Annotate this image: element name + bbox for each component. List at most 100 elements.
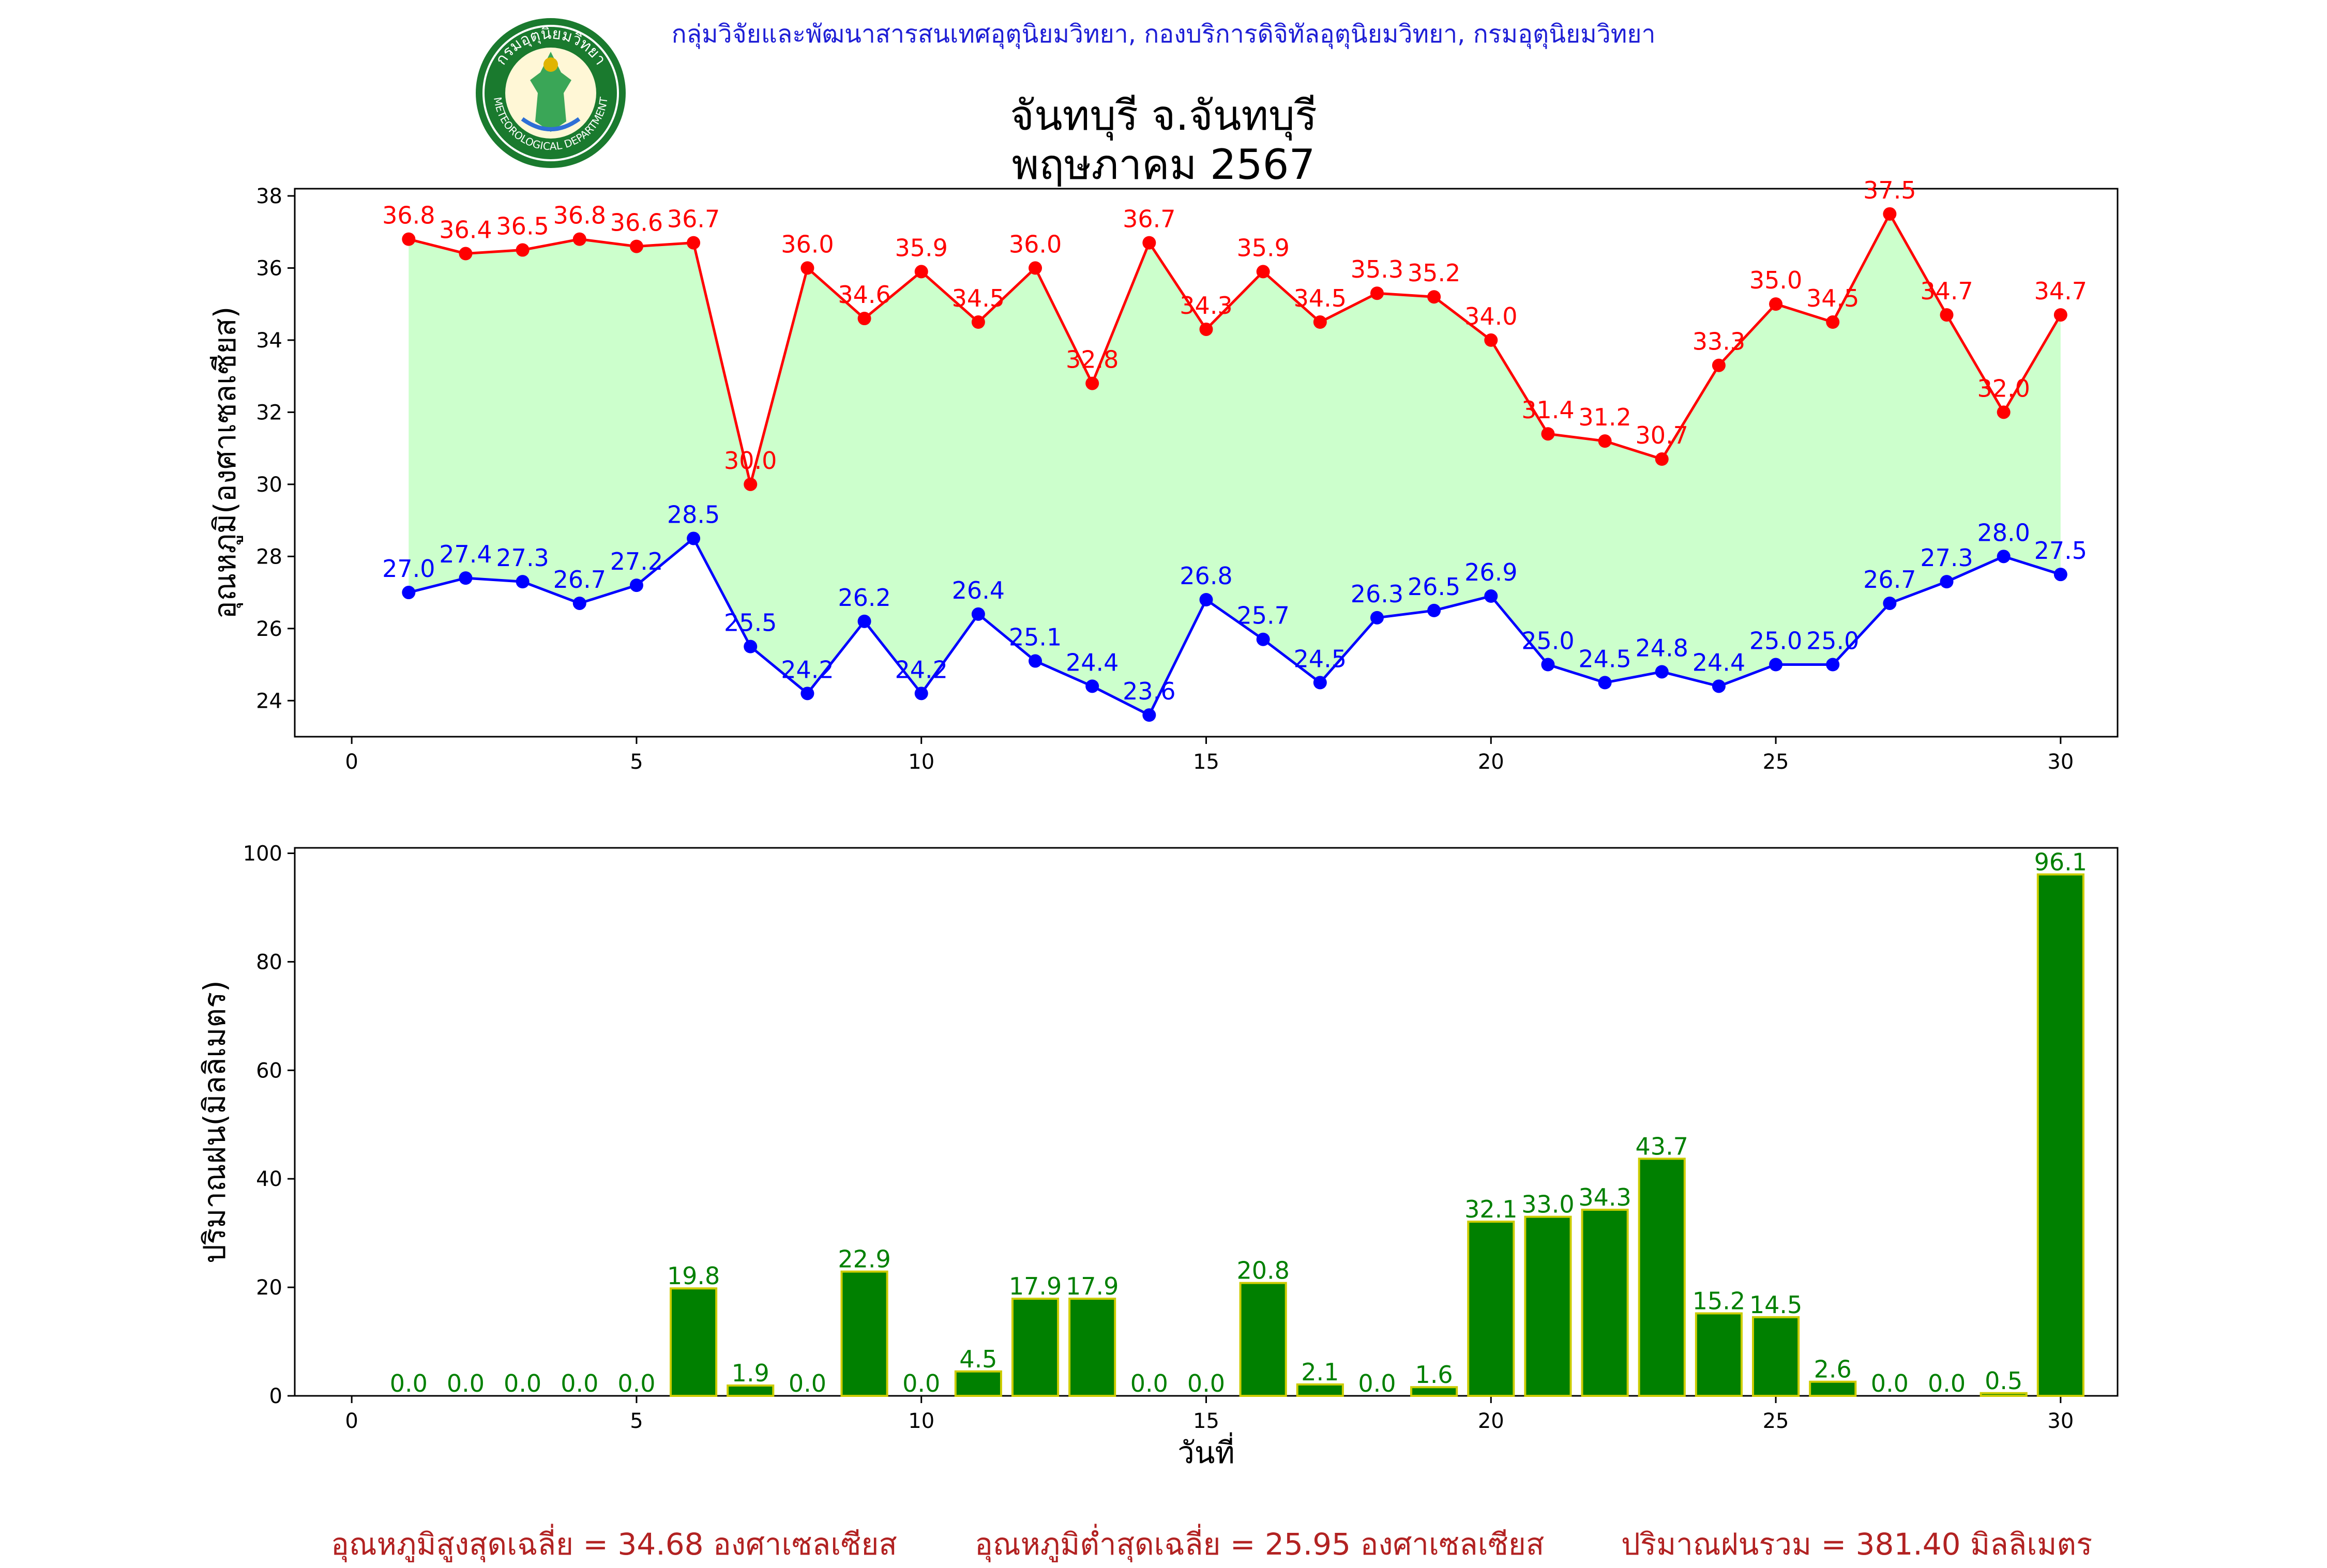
- min-temp-data-label: 28.5: [667, 500, 720, 528]
- max-temp-point: [1029, 261, 1042, 275]
- temp-y-tick-label: 36: [256, 256, 282, 280]
- rain-x-tick-label: 25: [1763, 1409, 1789, 1433]
- min-temp-data-label: 25.5: [724, 609, 777, 637]
- rain-x-tick-label: 30: [2047, 1409, 2074, 1433]
- rainfall-data-label: 0.0: [447, 1369, 485, 1397]
- min-temp-point: [1085, 679, 1099, 693]
- max-temp-data-label: 34.3: [1180, 292, 1232, 319]
- min-temp-data-label: 25.0: [1521, 627, 1574, 655]
- temp-y-tick-label: 38: [256, 185, 282, 208]
- max-temp-data-label: 32.0: [1977, 374, 2030, 402]
- rainfall-data-label: 0.0: [617, 1369, 655, 1397]
- rainfall-bar: [1467, 1221, 1515, 1397]
- rainfall-bar: [1695, 1312, 1743, 1397]
- min-temp-data-label: 25.7: [1236, 602, 1289, 630]
- temp-x-tick-label: 25: [1763, 750, 1789, 774]
- total-rainfall: ปริมาณฝนรวม = 381.40 มิลลิเมตร: [1621, 1527, 2093, 1562]
- min-temp-point: [1370, 611, 1384, 625]
- max-temp-data-label: 34.7: [2034, 277, 2087, 305]
- max-temp-point: [572, 232, 586, 246]
- min-temp-point: [971, 607, 985, 621]
- rainfall-data-label: 32.1: [1464, 1195, 1517, 1223]
- rainfall-bar: [727, 1384, 775, 1397]
- min-temp-point: [687, 531, 701, 545]
- temp-y-tick-label: 30: [256, 473, 282, 497]
- min-temp-data-label: 26.8: [1180, 562, 1232, 590]
- average-max-temperature: อุณหภูมิสูงสุดเฉลี่ย = 34.68 องศาเซลเซีย…: [331, 1527, 897, 1562]
- rainfall-bar: [954, 1370, 1002, 1397]
- min-temp-point: [2053, 568, 2067, 582]
- max-temp-point: [1769, 297, 1783, 311]
- min-temp-point: [1427, 603, 1441, 617]
- temp-y-tick-label: 26: [256, 617, 282, 641]
- max-temp-point: [2053, 308, 2067, 322]
- rainfall-data-label: 17.9: [1066, 1272, 1119, 1300]
- rainfall-bar: [1524, 1215, 1572, 1397]
- max-temp-data-label: 35.3: [1351, 255, 1403, 283]
- min-temp-point: [1029, 654, 1042, 668]
- rainfall-bar: [1581, 1209, 1629, 1397]
- max-temp-data-label: 36.0: [781, 230, 834, 258]
- rainfall-data-label: 34.3: [1578, 1183, 1631, 1211]
- min-temp-point: [1313, 676, 1327, 690]
- temp-x-tick-label: 15: [1193, 750, 1219, 774]
- max-temp-data-label: 36.7: [1123, 205, 1175, 233]
- rainfall-data-label: 1.9: [732, 1359, 769, 1387]
- min-temp-data-label: 24.5: [1294, 645, 1347, 673]
- max-temp-point: [1427, 290, 1441, 304]
- max-temp-point: [800, 261, 814, 275]
- rain-y-tick-label: 20: [256, 1276, 282, 1300]
- max-temp-point: [516, 243, 530, 257]
- max-temp-point: [914, 265, 928, 279]
- temp-y-tick-label: 24: [256, 689, 282, 713]
- max-temp-data-label: 37.5: [1863, 176, 1916, 204]
- max-temp-data-label: 31.2: [1578, 403, 1631, 431]
- max-temp-point: [1598, 434, 1612, 448]
- max-temp-data-label: 35.0: [1749, 266, 1802, 294]
- rainfall-bar: [1980, 1392, 2028, 1397]
- max-temp-data-label: 36.7: [667, 205, 720, 233]
- rain-x-axis-label: วันที่: [1177, 1432, 1234, 1470]
- max-temp-data-label: 30.7: [1636, 421, 1688, 449]
- max-temp-data-label: 34.6: [838, 281, 890, 309]
- min-temp-data-label: 27.3: [1920, 544, 1973, 572]
- max-temp-data-label: 36.4: [439, 216, 492, 244]
- rain-x-tick-label: 15: [1193, 1409, 1219, 1433]
- max-temp-point: [459, 247, 473, 261]
- rain-y-tick-label: 80: [256, 950, 282, 974]
- min-temp-data-label: 25.0: [1806, 627, 1859, 655]
- temp-y-tick-label: 34: [256, 329, 282, 353]
- rainfall-bar: [2036, 873, 2084, 1397]
- rainfall-data-label: 0.0: [1871, 1369, 1909, 1397]
- temp-x-tick-label: 5: [630, 750, 643, 774]
- min-temp-point: [800, 687, 814, 701]
- min-temp-data-label: 24.5: [1578, 645, 1631, 673]
- max-temp-data-label: 34.0: [1464, 302, 1517, 330]
- rainfall-bar: [1809, 1380, 1857, 1397]
- min-temp-point: [1883, 596, 1897, 610]
- rainfall-data-label: 19.8: [667, 1262, 720, 1290]
- max-temp-line: [408, 211, 2062, 485]
- organization-header: กลุ่มวิจัยและพัฒนาสารสนเทศอุตุนิยมวิทยา,…: [671, 20, 1656, 49]
- min-temp-point: [744, 640, 758, 653]
- rain-plot-frame: [294, 847, 2119, 1397]
- min-temp-point: [1655, 665, 1669, 679]
- max-temp-point: [1826, 315, 1840, 329]
- max-temp-point: [1085, 376, 1099, 390]
- min-temp-data-label: 28.0: [1977, 519, 2030, 546]
- max-temp-data-label: 34.5: [952, 284, 1005, 312]
- max-temp-point: [402, 232, 416, 246]
- max-temp-point: [857, 312, 871, 326]
- rainfall-bar: [1068, 1298, 1116, 1397]
- min-temp-point: [1598, 676, 1612, 690]
- max-temp-data-label: 36.6: [610, 209, 663, 237]
- min-temp-data-label: 26.7: [1863, 566, 1916, 593]
- min-temp-point: [1769, 658, 1783, 672]
- max-temp-data-label: 32.8: [1066, 346, 1119, 374]
- min-temp-point: [1997, 550, 2011, 564]
- rainfall-data-label: 0.0: [1187, 1369, 1225, 1397]
- rainfall-data-label: 0.0: [561, 1369, 598, 1397]
- min-temp-data-label: 25.0: [1749, 627, 1802, 655]
- rainfall-bar: [1410, 1386, 1458, 1397]
- rainfall-data-label: 0.0: [902, 1369, 940, 1397]
